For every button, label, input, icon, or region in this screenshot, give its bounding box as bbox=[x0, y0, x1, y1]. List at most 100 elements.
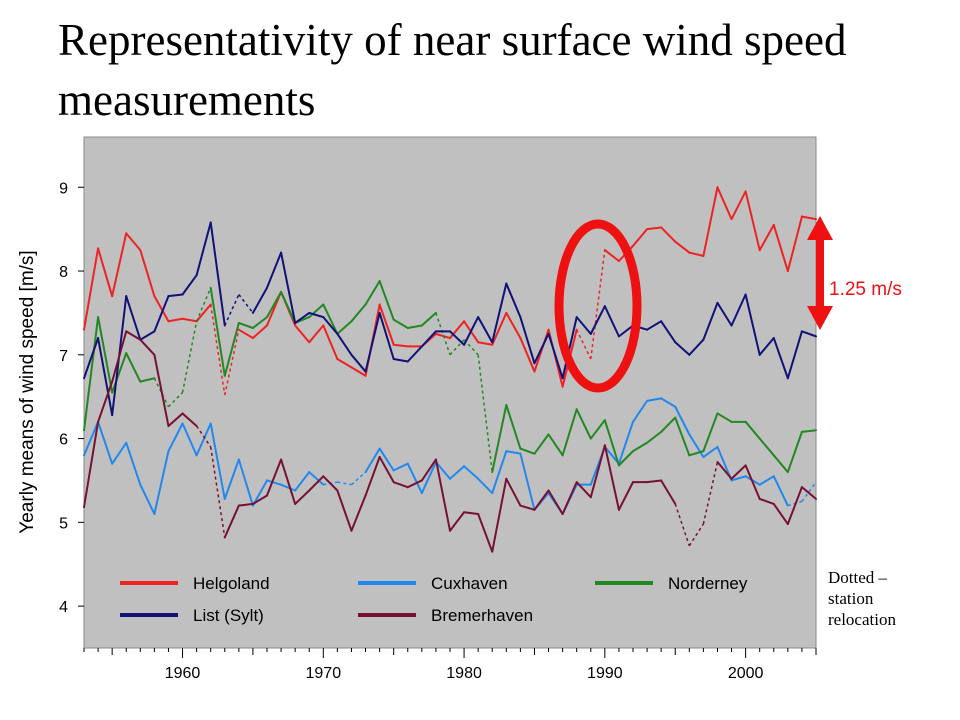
norderney-line-segment bbox=[266, 290, 283, 319]
norderney-line-segment bbox=[195, 287, 212, 322]
helgoland-line-segment bbox=[772, 223, 789, 273]
cuxhaven-line-segment bbox=[772, 475, 789, 507]
helgoland-line-segment bbox=[125, 232, 142, 252]
bremerhaven-line-segment bbox=[449, 511, 466, 532]
list-sylt-line-segment bbox=[547, 332, 564, 380]
y-tick-label: 5 bbox=[59, 515, 68, 532]
cuxhaven-line-segment bbox=[111, 441, 128, 465]
cuxhaven-line-segment bbox=[491, 450, 508, 495]
legend-label-list-sylt: List (Sylt) bbox=[193, 606, 264, 625]
slide-title: Representativity of near surface wind sp… bbox=[58, 15, 847, 125]
y-tick-label: 4 bbox=[59, 599, 68, 616]
cuxhaven-line-segment bbox=[167, 422, 184, 453]
helgoland-line-segment bbox=[702, 186, 719, 257]
helgoland-line-segment bbox=[336, 357, 353, 369]
helgoland-line-segment bbox=[167, 317, 184, 323]
bremerhaven-line-segment bbox=[716, 461, 733, 480]
bremerhaven-line-segment bbox=[491, 477, 508, 553]
helgoland-line-segment bbox=[237, 328, 254, 340]
norderney-line-segment bbox=[547, 433, 564, 457]
norderney-line-segment bbox=[533, 433, 550, 455]
norderney-line-segment bbox=[392, 318, 409, 329]
norderney-line-segment bbox=[477, 354, 493, 473]
helgoland-line-segment bbox=[758, 223, 775, 252]
cuxhaven-line-segment bbox=[195, 422, 212, 457]
list-sylt-line-segment bbox=[575, 316, 592, 335]
bremerhaven-line-segment bbox=[744, 464, 761, 500]
list-sylt-line-segment bbox=[449, 330, 466, 346]
bremerhaven-line-segment bbox=[730, 464, 747, 480]
list-sylt-line-segment bbox=[195, 221, 212, 277]
range-arrow bbox=[807, 216, 833, 330]
norderney-line-segment bbox=[350, 303, 367, 323]
bremerhaven-line-segment bbox=[392, 481, 409, 489]
helgoland-line-segment bbox=[786, 215, 803, 273]
cuxhaven-line-segment bbox=[280, 483, 297, 492]
list-sylt-line-segment bbox=[420, 330, 437, 348]
norderney-line-segment bbox=[83, 316, 100, 432]
norderney-line-segment bbox=[251, 316, 268, 329]
list-sylt-line-segment bbox=[209, 221, 226, 327]
bremerhaven-line-segment bbox=[139, 338, 156, 356]
norderney-line-segment bbox=[420, 311, 437, 327]
list-sylt-line-segment bbox=[674, 341, 691, 356]
bremerhaven-line-segment bbox=[266, 458, 283, 497]
legend: Helgoland Cuxhaven Norderney List (Sylt) Bre… bbox=[120, 574, 748, 625]
norderney-line-segment bbox=[308, 303, 325, 319]
helgoland-line-segment bbox=[350, 366, 367, 377]
bremerhaven-line-segment bbox=[674, 503, 691, 547]
cuxhaven-line-segment bbox=[406, 462, 423, 495]
helgoland-line-segment bbox=[590, 249, 606, 360]
cuxhaven-line-segment bbox=[308, 471, 325, 486]
norderney-line-segment bbox=[800, 429, 817, 433]
legend-label-norderney: Norderney bbox=[668, 574, 748, 593]
list-sylt-line-segment bbox=[364, 311, 381, 373]
list-sylt-line-segment bbox=[378, 311, 395, 360]
cuxhaven-line-segment bbox=[477, 477, 494, 495]
bremerhaven-line-segment bbox=[294, 489, 311, 505]
list-sylt-line-segment bbox=[772, 337, 789, 380]
cuxhaven-line-segment bbox=[688, 433, 705, 459]
cuxhaven-line-segment bbox=[730, 475, 747, 482]
helgoland-line-segment bbox=[139, 249, 156, 298]
plot-area bbox=[83, 136, 817, 649]
norderney-line-segment bbox=[561, 408, 578, 457]
helgoland-line-segment bbox=[378, 303, 395, 346]
bremerhaven-line-segment bbox=[237, 502, 254, 507]
list-sylt-line-segment bbox=[322, 316, 339, 335]
helgoland-line-segment bbox=[251, 324, 268, 340]
list-sylt-line-segment bbox=[617, 324, 634, 338]
cuxhaven-line-segment bbox=[505, 450, 522, 455]
helgoland-line-segment bbox=[505, 311, 522, 340]
cuxhaven-line-segment bbox=[646, 397, 663, 402]
legend-label-helgoland: Helgoland bbox=[193, 574, 270, 593]
bremerhaven-line-segment bbox=[223, 504, 240, 539]
list-sylt-line-segment bbox=[758, 337, 775, 356]
norderney-line-segment bbox=[364, 280, 381, 306]
bremerhaven-line-segment bbox=[364, 456, 381, 497]
list-sylt-line-segment bbox=[744, 293, 761, 356]
list-sylt-line-segment bbox=[786, 330, 803, 380]
list-sylt-line-segment bbox=[238, 294, 254, 314]
relocation-note: Dotted – station relocation bbox=[828, 567, 948, 630]
cuxhaven-line-segment bbox=[364, 447, 381, 474]
bremerhaven-line-segment bbox=[786, 486, 803, 526]
list-sylt-line-segment bbox=[308, 311, 325, 319]
list-sylt-line-segment bbox=[336, 332, 353, 356]
cuxhaven-line-segment bbox=[674, 405, 691, 436]
bremerhaven-line-segment bbox=[251, 494, 268, 505]
cuxhaven-line-segment bbox=[420, 461, 437, 495]
bremerhaven-line-segment bbox=[646, 479, 663, 484]
cuxhaven-line-segment bbox=[125, 441, 142, 486]
cuxhaven-line-segment bbox=[97, 420, 114, 465]
norderney-line-segment bbox=[646, 430, 663, 444]
bremerhaven-line-segment bbox=[519, 504, 536, 511]
list-sylt-line-segment bbox=[589, 305, 606, 335]
helgoland-line-segment bbox=[800, 215, 817, 221]
norderney-line-segment bbox=[209, 286, 226, 377]
bremerhaven-line-segment bbox=[153, 353, 170, 428]
bremerhaven-line-segment bbox=[195, 425, 212, 448]
list-sylt-line-segment bbox=[280, 251, 297, 324]
cuxhaven-line-segment bbox=[758, 475, 775, 486]
